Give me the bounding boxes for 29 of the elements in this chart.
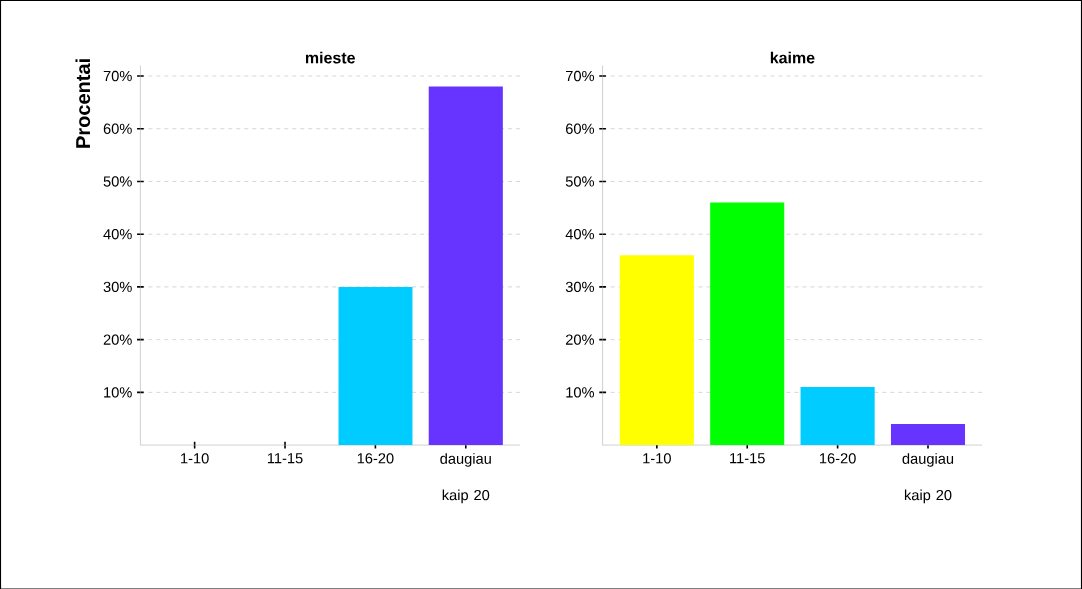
y-tick-label: 30% bbox=[103, 281, 132, 292]
bar bbox=[710, 202, 785, 445]
bar bbox=[619, 255, 694, 445]
y-tick-label: 50% bbox=[565, 176, 595, 187]
y-tick-label: 40% bbox=[565, 228, 595, 240]
category-label: daugiau kaip 20 bbox=[902, 452, 954, 503]
x-tick-label: 16-20 bbox=[819, 452, 856, 464]
x-tick-label: 11-15 bbox=[730, 452, 765, 464]
y-tick-label: 20% bbox=[103, 334, 132, 345]
x-tick-label: 16-20 bbox=[357, 452, 394, 464]
y-tick-label: 60% bbox=[103, 123, 132, 134]
y-axis-title: Procentai bbox=[75, 59, 91, 148]
y-tick-label: 10% bbox=[104, 386, 132, 398]
chart-title: mieste bbox=[305, 51, 355, 64]
x-tick-label: 1-10 bbox=[181, 452, 209, 464]
chart-title: kaime bbox=[770, 51, 815, 64]
category-label: daugiau kaip 20 bbox=[440, 452, 491, 503]
y-tick-label: 10% bbox=[566, 386, 595, 398]
x-tick-label: 1-10 bbox=[643, 452, 671, 464]
y-tick-label: 20% bbox=[565, 334, 595, 345]
y-tick-label: 70% bbox=[566, 70, 595, 81]
bar bbox=[890, 423, 966, 445]
y-tick-label: 40% bbox=[103, 228, 132, 240]
y-tick-label: 60% bbox=[566, 123, 595, 134]
bar bbox=[800, 386, 875, 445]
y-tick-label: 30% bbox=[565, 281, 595, 292]
x-tick-label: 11-15 bbox=[267, 452, 303, 464]
y-tick-label: 50% bbox=[103, 176, 132, 187]
y-tick-label: 70% bbox=[103, 70, 132, 81]
